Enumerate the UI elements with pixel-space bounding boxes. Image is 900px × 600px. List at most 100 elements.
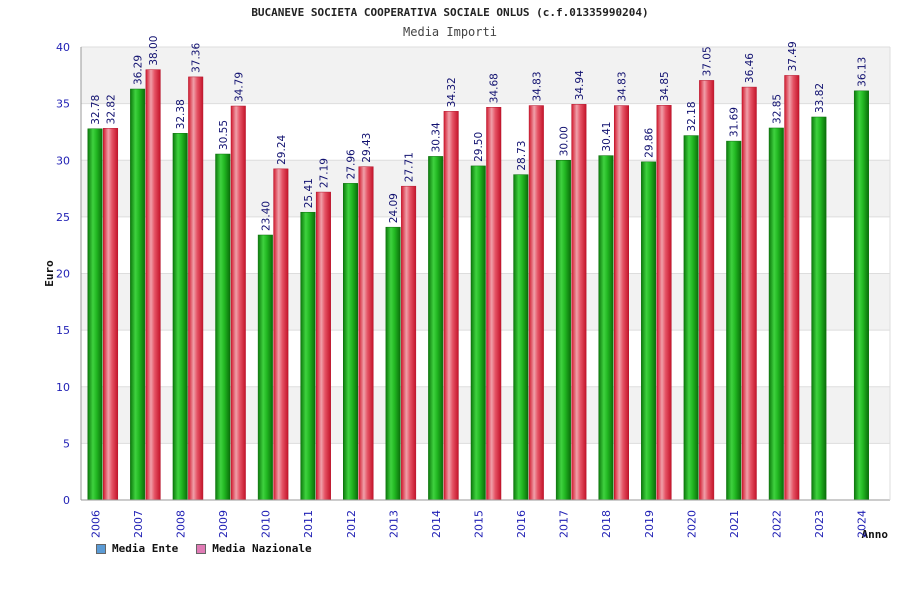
data-label-media-ente: 30.34 xyxy=(431,122,443,152)
data-label-media-nazionale: 27.19 xyxy=(318,158,330,188)
data-label-media-ente: 25.41 xyxy=(303,178,315,208)
data-label-media-ente: 32.38 xyxy=(175,99,187,129)
data-label-media-ente: 29.86 xyxy=(644,127,656,157)
bar-media-nazionale xyxy=(401,185,417,501)
x-tick-label: 2023 xyxy=(813,510,826,538)
data-label-media-ente: 36.29 xyxy=(133,55,145,85)
bar-media-ente xyxy=(215,153,231,501)
bar-media-nazionale xyxy=(315,191,331,501)
chart-title: BUCANEVE SOCIETA COOPERATIVA SOCIALE ONL… xyxy=(251,6,649,19)
y-tick-label: 35 xyxy=(56,98,70,111)
x-tick-label: 2008 xyxy=(174,510,187,538)
bar-media-ente xyxy=(683,135,699,501)
bar-media-nazionale xyxy=(145,69,161,501)
x-tick-label: 2013 xyxy=(387,510,400,538)
data-label-media-nazionale: 34.94 xyxy=(574,70,586,100)
bar-media-ente xyxy=(428,156,444,501)
bar-media-nazionale xyxy=(571,104,587,501)
bar-media-ente xyxy=(300,211,316,501)
bar-media-nazionale xyxy=(188,76,204,501)
x-tick-label: 2020 xyxy=(685,510,698,538)
data-label-media-ente: 30.41 xyxy=(601,122,613,152)
bar-media-ente xyxy=(555,160,571,501)
x-tick-label: 2012 xyxy=(345,510,358,538)
bar-media-nazionale xyxy=(528,105,544,501)
bar-media-nazionale xyxy=(784,75,800,501)
y-tick-label: 30 xyxy=(56,154,70,167)
bar-media-nazionale xyxy=(230,105,246,501)
data-label-media-nazionale: 38.00 xyxy=(148,36,160,66)
data-label-media-ente: 24.09 xyxy=(388,193,400,223)
data-label-media-ente: 36.13 xyxy=(856,57,868,87)
data-label-media-nazionale: 29.24 xyxy=(276,134,288,164)
bar-media-ente xyxy=(470,165,486,501)
data-label-media-ente: 31.69 xyxy=(729,107,741,137)
y-tick-label: 25 xyxy=(56,211,70,224)
x-tick-label: 2024 xyxy=(856,510,869,538)
data-label-media-ente: 33.82 xyxy=(814,83,826,113)
x-tick-label: 2019 xyxy=(643,510,656,538)
data-label-media-nazionale: 34.83 xyxy=(531,71,543,101)
bar-media-ente xyxy=(726,140,742,501)
y-tick-label: 5 xyxy=(63,437,70,450)
bar-media-nazionale xyxy=(358,166,374,501)
data-label-media-ente: 32.85 xyxy=(771,94,783,124)
y-tick-label: 10 xyxy=(56,381,70,394)
x-tick-label: 2018 xyxy=(600,510,613,538)
data-label-media-ente: 23.40 xyxy=(260,201,272,231)
chart-subtitle: Media Importi xyxy=(403,25,497,39)
data-label-media-nazionale: 32.82 xyxy=(106,94,118,124)
legend-swatch-nazionale xyxy=(196,543,207,554)
x-tick-label: 2017 xyxy=(558,510,571,538)
data-label-media-ente: 30.55 xyxy=(218,120,230,150)
x-tick-label: 2016 xyxy=(515,510,528,538)
bar-media-nazionale xyxy=(613,105,629,501)
x-tick-label: 2022 xyxy=(771,510,784,538)
legend-label-nazionale: Media Nazionale xyxy=(212,542,312,555)
bar-media-ente xyxy=(130,88,146,501)
y-tick-label: 0 xyxy=(63,494,70,507)
data-label-media-nazionale: 37.05 xyxy=(702,46,714,76)
data-label-media-nazionale: 34.85 xyxy=(659,71,671,101)
bar-media-nazionale xyxy=(656,105,672,501)
x-tick-label: 2011 xyxy=(302,510,315,538)
bar-media-ente xyxy=(87,128,103,501)
y-tick-label: 20 xyxy=(56,268,70,281)
bar-media-ente xyxy=(513,174,529,501)
data-label-media-nazionale: 29.43 xyxy=(361,133,373,163)
bar-media-ente xyxy=(811,116,827,501)
bar-media-ente xyxy=(343,183,359,501)
y-tick-label: 15 xyxy=(56,324,70,337)
bar-media-ente xyxy=(598,155,614,501)
data-label-media-ente: 28.73 xyxy=(516,141,528,171)
data-label-media-ente: 32.78 xyxy=(90,95,102,125)
data-label-media-nazionale: 37.36 xyxy=(191,43,203,73)
data-label-media-ente: 30.00 xyxy=(558,126,570,156)
x-tick-label: 2007 xyxy=(132,510,145,538)
legend-item-nazionale: Media Nazionale xyxy=(196,542,312,555)
bar-media-ente xyxy=(853,90,869,501)
bar-media-nazionale xyxy=(103,128,119,501)
data-label-media-nazionale: 34.83 xyxy=(616,71,628,101)
data-label-media-ente: 27.96 xyxy=(346,149,358,179)
y-tick-label: 40 xyxy=(56,41,70,54)
x-tick-label: 2021 xyxy=(728,510,741,538)
legend-swatch-ente xyxy=(96,543,106,554)
data-label-media-ente: 29.50 xyxy=(473,132,485,162)
x-tick-label: 2015 xyxy=(473,510,486,538)
data-label-media-ente: 32.18 xyxy=(686,101,698,131)
x-tick-label: 2009 xyxy=(217,510,230,538)
bar-media-nazionale xyxy=(486,106,502,501)
data-label-media-nazionale: 34.32 xyxy=(446,77,458,107)
bar-media-nazionale xyxy=(699,80,715,501)
bar-media-ente xyxy=(768,127,784,501)
x-tick-label: 2014 xyxy=(430,510,443,538)
data-label-media-nazionale: 27.71 xyxy=(404,152,416,182)
bar-media-ente xyxy=(385,226,401,501)
data-label-media-nazionale: 34.79 xyxy=(233,72,245,102)
bar-media-nazionale xyxy=(273,168,289,501)
bar-media-ente xyxy=(641,161,657,501)
data-label-media-nazionale: 36.46 xyxy=(744,53,756,83)
x-axis-title: Anno xyxy=(862,528,889,541)
